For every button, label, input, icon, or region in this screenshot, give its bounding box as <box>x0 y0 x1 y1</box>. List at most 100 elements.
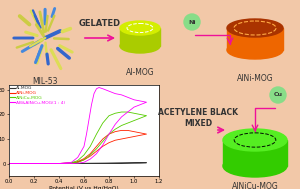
AlNiCu-MOG <box>76 160 80 162</box>
AB&AlNiCu-MOG(1 : 4): (0.2, 0): 4): (0.2, 0) <box>32 162 36 165</box>
AlNiCu-MOG <box>95 133 98 135</box>
AlNiCu-MOG <box>139 113 142 116</box>
Al-MOG <box>139 162 142 164</box>
Al-MOG <box>7 162 11 165</box>
AB&AlNiCu-MOG(1 : 4): (0.8, 12): 4): (0.8, 12) <box>107 133 111 135</box>
AlNiCu-MOG <box>132 119 136 122</box>
AlNi-MOG <box>76 161 80 163</box>
AlNi-MOG <box>70 162 73 164</box>
Ellipse shape <box>227 19 283 37</box>
AB&AlNiCu-MOG(1 : 4): (1.05, 24): 4): (1.05, 24) <box>139 104 142 106</box>
AlNiCu-MOG <box>145 115 148 117</box>
AlNiCu-MOG <box>139 117 142 119</box>
AB&AlNiCu-MOG(1 : 4): (0.68, 28.5): 4): (0.68, 28.5) <box>92 92 96 95</box>
AlNiCu-MOG <box>70 162 73 164</box>
Ellipse shape <box>223 129 287 151</box>
AB&AlNiCu-MOG(1 : 4): (0, 0): 4): (0, 0) <box>7 162 11 165</box>
AlNi-MOG <box>57 162 61 165</box>
AB&AlNiCu-MOG(1 : 4): (0.55, 2.5): 4): (0.55, 2.5) <box>76 156 80 159</box>
AB&AlNiCu-MOG(1 : 4): (0.75, 7.5): 4): (0.75, 7.5) <box>101 144 105 146</box>
AlNiCu-MOG <box>32 162 36 165</box>
Al-MOG <box>95 162 98 165</box>
Ellipse shape <box>120 39 160 53</box>
Text: ACETYLENE BLACK
MIXED: ACETYLENE BLACK MIXED <box>158 108 238 128</box>
AlNi-MOG <box>132 135 136 138</box>
Legend: Al-MOG, AlNi-MOG, AlNiCu-MOG, AB&AlNiCu-MOG(1 : 4): Al-MOG, AlNi-MOG, AlNiCu-MOG, AB&AlNiCu-… <box>10 86 66 105</box>
AB&AlNiCu-MOG(1 : 4): (0.2, 0): 4): (0.2, 0) <box>32 162 36 165</box>
Ellipse shape <box>120 21 160 35</box>
AlNiCu-MOG <box>126 111 130 113</box>
AlNi-MOG <box>107 133 111 135</box>
AlNi-MOG <box>101 138 105 140</box>
AlNi-MOG <box>113 130 117 133</box>
AB&AlNiCu-MOG(1 : 4): (1, 26): 4): (1, 26) <box>132 99 136 101</box>
Ellipse shape <box>223 155 287 177</box>
AlNiCu-MOG <box>132 112 136 114</box>
AlNi-MOG <box>126 137 130 139</box>
AlNi-MOG <box>145 133 148 135</box>
AlNiCu-MOG <box>113 112 117 114</box>
AlNi-MOG <box>113 139 117 141</box>
AB&AlNiCu-MOG(1 : 4): (1, 23): 4): (1, 23) <box>132 106 136 108</box>
AlNiCu-MOG <box>82 154 86 156</box>
AB&AlNiCu-MOG(1 : 4): (0.75, 30.5): 4): (0.75, 30.5) <box>101 88 105 90</box>
Al-MOG <box>107 162 111 164</box>
Circle shape <box>270 87 286 103</box>
AlNiCu-MOG <box>120 111 123 113</box>
AlNi-MOG <box>95 145 98 147</box>
AlNi-MOG <box>32 162 36 165</box>
AB&AlNiCu-MOG(1 : 4): (0.9, 19): 4): (0.9, 19) <box>120 116 123 118</box>
AlNiCu-MOG <box>107 133 111 135</box>
Bar <box>227 28 283 50</box>
AB&AlNiCu-MOG(1 : 4): (0.55, 0.1): 4): (0.55, 0.1) <box>76 162 80 164</box>
AlNi-MOG <box>7 162 11 165</box>
AlNi-MOG <box>57 162 61 165</box>
Al-MOG <box>7 162 11 165</box>
AlNi-MOG <box>82 157 86 160</box>
AB&AlNiCu-MOG(1 : 4): (1.1, 25): 4): (1.1, 25) <box>145 101 148 103</box>
AlNiCu-MOG <box>88 154 92 156</box>
AlNiCu-MOG <box>95 148 98 150</box>
AlNi-MOG <box>70 162 73 164</box>
Text: AlNiCu-MOG: AlNiCu-MOG <box>232 182 278 189</box>
AB&AlNiCu-MOG(1 : 4): (0.65, 1.8): 4): (0.65, 1.8) <box>88 158 92 160</box>
AB&AlNiCu-MOG(1 : 4): (0.7, 30.5): 4): (0.7, 30.5) <box>95 88 98 90</box>
Text: MIL-53: MIL-53 <box>32 77 58 86</box>
AlNi-MOG <box>120 138 123 140</box>
AlNi-MOG <box>139 134 142 136</box>
Al-MOG <box>145 162 148 164</box>
Text: GELATED: GELATED <box>79 19 121 28</box>
AlNi-MOG <box>7 162 11 165</box>
X-axis label: Potential (V vs Hg/HgO): Potential (V vs Hg/HgO) <box>49 186 119 189</box>
AB&AlNiCu-MOG(1 : 4): (0.85, 16): 4): (0.85, 16) <box>113 123 117 125</box>
AB&AlNiCu-MOG(1 : 4): (0.6, 0.5): 4): (0.6, 0.5) <box>82 161 86 163</box>
AlNiCu-MOG <box>32 162 36 165</box>
Al-MOG <box>32 162 36 165</box>
Circle shape <box>184 14 200 30</box>
AlNi-MOG <box>126 129 130 132</box>
AlNi-MOG <box>145 133 148 135</box>
AB&AlNiCu-MOG(1 : 4): (0.5, 0.5): 4): (0.5, 0.5) <box>70 161 73 163</box>
AlNiCu-MOG <box>101 140 105 143</box>
Line: AB&AlNiCu-MOG(1 : 4): AB&AlNiCu-MOG(1 : 4) <box>9 88 146 163</box>
AlNi-MOG <box>76 160 80 163</box>
AB&AlNiCu-MOG(1 : 4): (0.95, 27): 4): (0.95, 27) <box>126 96 130 98</box>
AlNiCu-MOG <box>7 162 11 165</box>
Al-MOG <box>70 162 73 165</box>
Text: AlNi-MOG: AlNi-MOG <box>237 74 273 83</box>
Text: Cu: Cu <box>274 92 283 98</box>
AlNi-MOG <box>139 132 142 134</box>
Al-MOG <box>20 162 23 165</box>
Al-MOG <box>45 162 48 165</box>
Ellipse shape <box>227 41 283 59</box>
AB&AlNiCu-MOG(1 : 4): (0, 0): 4): (0, 0) <box>7 162 11 165</box>
AB&AlNiCu-MOG(1 : 4): (0.72, 31): 4): (0.72, 31) <box>97 86 101 89</box>
AlNi-MOG <box>132 130 136 133</box>
AlNiCu-MOG <box>82 159 86 161</box>
AB&AlNiCu-MOG(1 : 4): (1.1, 25): 4): (1.1, 25) <box>145 101 148 103</box>
AlNiCu-MOG <box>57 162 61 165</box>
Text: Al-MOG: Al-MOG <box>126 68 154 77</box>
AlNi-MOG <box>95 150 98 152</box>
AlNiCu-MOG <box>88 145 92 147</box>
Al-MOG <box>57 162 61 165</box>
